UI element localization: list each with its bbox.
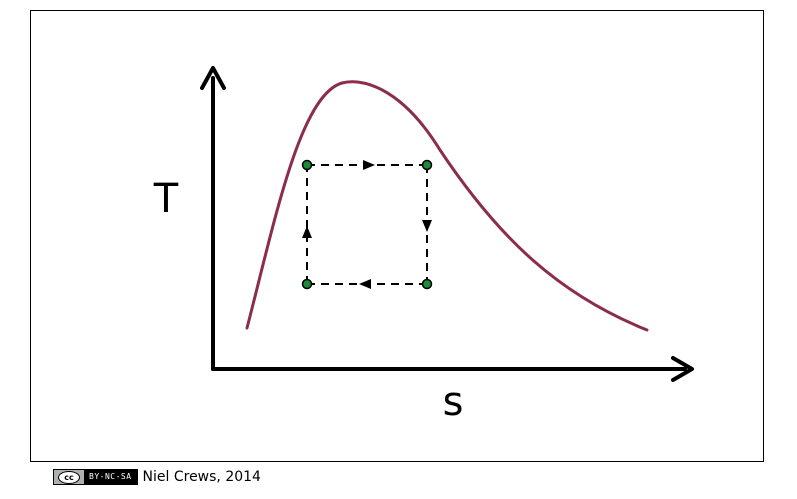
cycle-direction-arrows [302,160,432,289]
arrow-left-icon [359,279,371,289]
license-terms: BY-NC-SA [84,470,137,484]
figure-frame [30,10,764,462]
arrow-up-icon [302,226,312,238]
y-axis [200,66,226,371]
state-point-top-left [301,159,313,171]
y-axis-label: T [153,176,179,222]
cycle-processes [306,164,428,285]
state-points [301,159,433,290]
state-point-top-right [421,159,433,171]
saturation-dome-curve [245,80,649,332]
arrow-down-icon [422,220,432,232]
creative-commons-icon: cc [54,470,84,484]
cc-license-badge: cc BY-NC-SA [53,469,138,485]
x-axis [211,356,694,382]
state-point-bottom-right [421,278,433,290]
state-point-bottom-left [301,278,313,290]
x-axis-label: s [443,379,464,425]
attribution-footer: cc BY-NC-SA Niel Crews, 2014 [53,468,261,486]
arrow-right-icon [363,160,375,170]
author-credit: Niel Crews, 2014 [142,469,261,485]
